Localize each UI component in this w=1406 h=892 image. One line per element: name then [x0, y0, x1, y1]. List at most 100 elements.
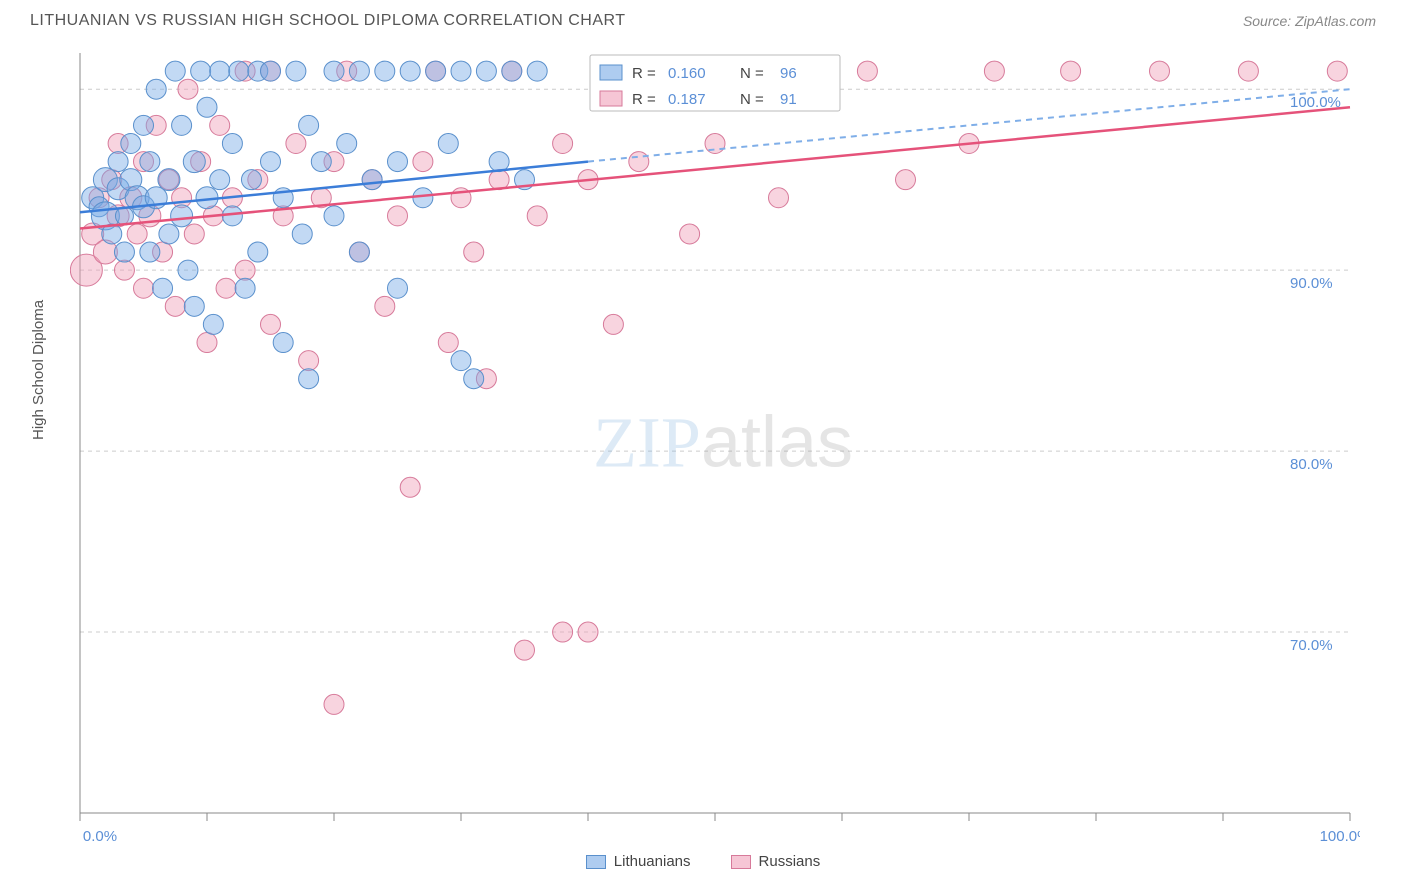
- scatter-point-lithuanian: [292, 224, 312, 244]
- legend-swatch-pink: [731, 855, 751, 869]
- svg-text:R =: R =: [632, 65, 656, 82]
- svg-text:100.0%: 100.0%: [1320, 828, 1360, 843]
- scatter-point-russian: [553, 622, 573, 642]
- scatter-point-lithuanian: [114, 242, 134, 262]
- scatter-point-russian: [197, 333, 217, 353]
- stats-legend-swatch: [600, 91, 622, 106]
- scatter-point-lithuanian: [146, 79, 166, 99]
- scatter-point-lithuanian: [197, 97, 217, 117]
- scatter-point-russian: [178, 79, 198, 99]
- scatter-point-lithuanian: [502, 61, 522, 81]
- chart-header: LITHUANIAN VS RUSSIAN HIGH SCHOOL DIPLOM…: [0, 0, 1406, 38]
- scatter-chart: 70.0%80.0%90.0%100.0%0.0%100.0%R = 0.160…: [70, 43, 1360, 843]
- scatter-point-lithuanian: [299, 115, 319, 135]
- scatter-point-lithuanian: [248, 242, 268, 262]
- scatter-point-russian: [413, 152, 433, 172]
- scatter-point-lithuanian: [134, 115, 154, 135]
- svg-text:96: 96: [780, 65, 797, 82]
- scatter-point-lithuanian: [165, 61, 185, 81]
- scatter-point-lithuanian: [476, 61, 496, 81]
- scatter-point-lithuanian: [261, 152, 281, 172]
- scatter-point-lithuanian: [438, 133, 458, 153]
- scatter-point-lithuanian: [388, 278, 408, 298]
- scatter-point-russian: [1150, 61, 1170, 81]
- scatter-point-russian: [1327, 61, 1347, 81]
- scatter-point-russian: [324, 694, 344, 714]
- svg-text:R =: R =: [632, 91, 656, 108]
- scatter-point-russian: [603, 314, 623, 334]
- scatter-point-lithuanian: [349, 242, 369, 262]
- svg-text:70.0%: 70.0%: [1290, 637, 1333, 654]
- scatter-point-lithuanian: [210, 170, 230, 190]
- chart-title: LITHUANIAN VS RUSSIAN HIGH SCHOOL DIPLOM…: [30, 12, 626, 30]
- scatter-point-lithuanian: [413, 188, 433, 208]
- scatter-point-lithuanian: [222, 133, 242, 153]
- scatter-point-lithuanian: [210, 61, 230, 81]
- scatter-point-lithuanian: [349, 61, 369, 81]
- scatter-point-russian: [769, 188, 789, 208]
- scatter-point-lithuanian: [299, 369, 319, 389]
- svg-text:80.0%: 80.0%: [1290, 456, 1333, 473]
- legend-swatch-blue: [586, 855, 606, 869]
- scatter-point-lithuanian: [451, 61, 471, 81]
- scatter-point-russian: [216, 278, 236, 298]
- scatter-point-lithuanian: [426, 61, 446, 81]
- scatter-point-russian: [184, 224, 204, 244]
- scatter-point-russian: [1238, 61, 1258, 81]
- scatter-point-russian: [400, 477, 420, 497]
- svg-text:0.160: 0.160: [668, 65, 706, 82]
- svg-text:91: 91: [780, 91, 797, 108]
- legend-item-lithuanians: Lithuanians: [586, 853, 691, 870]
- scatter-point-russian: [375, 296, 395, 316]
- scatter-point-lithuanian: [388, 152, 408, 172]
- scatter-point-lithuanian: [158, 169, 180, 191]
- scatter-point-lithuanian: [140, 152, 160, 172]
- scatter-point-russian: [578, 622, 598, 642]
- scatter-point-russian: [286, 133, 306, 153]
- scatter-point-lithuanian: [203, 314, 223, 334]
- scatter-point-russian: [857, 61, 877, 81]
- stats-legend-swatch: [600, 65, 622, 80]
- svg-text:N =: N =: [740, 91, 764, 108]
- scatter-point-lithuanian: [273, 333, 293, 353]
- scatter-point-lithuanian: [400, 61, 420, 81]
- scatter-point-lithuanian: [171, 205, 193, 227]
- scatter-point-russian: [1061, 61, 1081, 81]
- scatter-point-russian: [984, 61, 1004, 81]
- scatter-point-russian: [527, 206, 547, 226]
- y-axis-label: High School Diploma: [30, 300, 47, 440]
- scatter-point-russian: [127, 224, 147, 244]
- scatter-point-russian: [165, 296, 185, 316]
- scatter-point-russian: [210, 115, 230, 135]
- scatter-point-lithuanian: [140, 242, 160, 262]
- scatter-point-lithuanian: [172, 115, 192, 135]
- scatter-point-russian: [680, 224, 700, 244]
- scatter-point-russian: [299, 351, 319, 371]
- scatter-point-lithuanian: [121, 133, 141, 153]
- scatter-point-lithuanian: [183, 151, 205, 173]
- svg-text:0.187: 0.187: [668, 91, 706, 108]
- scatter-point-lithuanian: [241, 170, 261, 190]
- scatter-point-russian: [388, 206, 408, 226]
- svg-text:90.0%: 90.0%: [1290, 275, 1333, 292]
- scatter-point-russian: [629, 152, 649, 172]
- svg-text:0.0%: 0.0%: [83, 828, 117, 843]
- scatter-point-lithuanian: [311, 152, 331, 172]
- scatter-point-russian: [134, 278, 154, 298]
- legend-item-russians: Russians: [731, 853, 821, 870]
- stats-legend-box: [590, 55, 840, 111]
- scatter-point-lithuanian: [464, 369, 484, 389]
- scatter-point-russian: [114, 260, 134, 280]
- svg-text:N =: N =: [740, 65, 764, 82]
- scatter-point-lithuanian: [235, 278, 255, 298]
- source-attribution: Source: ZipAtlas.com: [1243, 13, 1376, 29]
- scatter-point-russian: [438, 333, 458, 353]
- scatter-point-lithuanian: [286, 61, 306, 81]
- scatter-point-lithuanian: [184, 296, 204, 316]
- scatter-point-lithuanian: [191, 61, 211, 81]
- scatter-point-russian: [261, 314, 281, 334]
- scatter-point-lithuanian: [362, 170, 382, 190]
- scatter-point-lithuanian: [451, 351, 471, 371]
- scatter-point-lithuanian: [375, 61, 395, 81]
- scatter-point-lithuanian: [153, 278, 173, 298]
